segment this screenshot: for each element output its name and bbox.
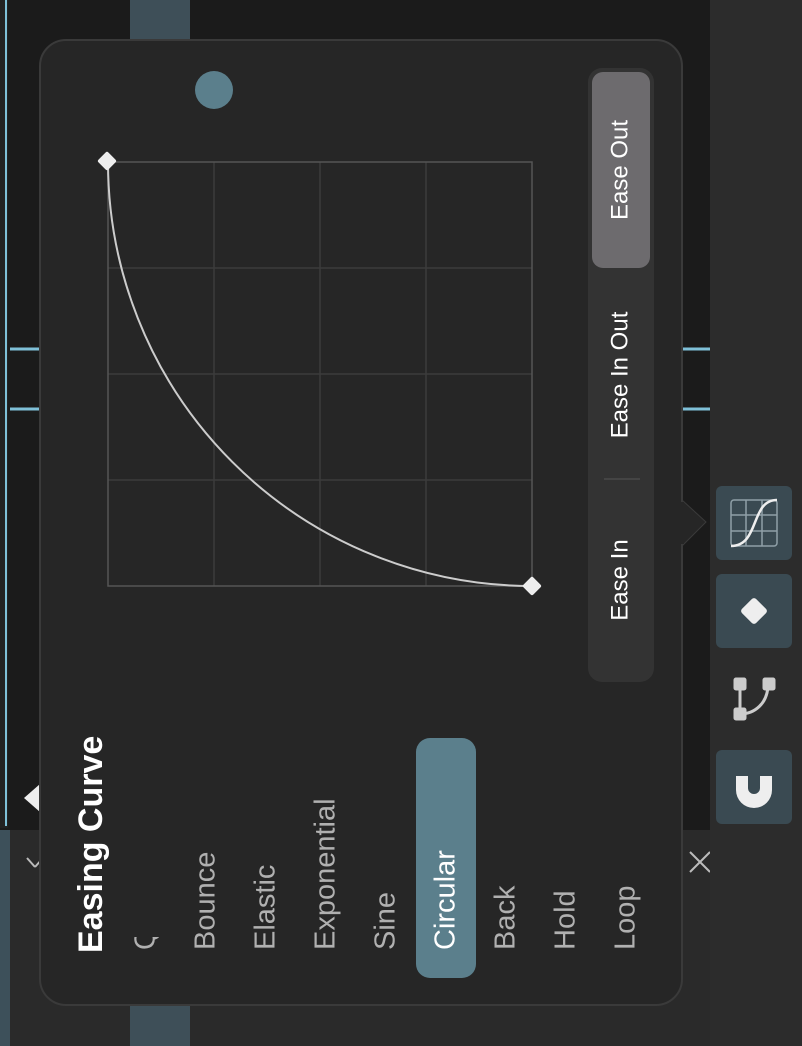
curve-type-option[interactable]: Loop: [610, 885, 642, 950]
keyframe-icon: [741, 598, 767, 624]
mode-option[interactable]: Ease In: [606, 539, 633, 620]
curve-type-option[interactable]: Sine: [370, 892, 402, 950]
curve-type-list: Quintic Bounce Elastic Exponential Sine Circu…: [130, 738, 642, 978]
popover: [39, 39, 683, 1006]
curve-type-selected[interactable]: [416, 738, 476, 978]
curve-frame: [107, 161, 533, 587]
magnet-icon: [736, 776, 772, 808]
curve-type-option[interactable]: Elastic: [250, 865, 282, 950]
curve-handle[interactable]: [522, 576, 542, 596]
track-strip: [130, 0, 190, 40]
mode-segments: Ease In Ease In Out Ease Out: [592, 72, 650, 621]
left-track: [0, 0, 8, 828]
mode-option[interactable]: Ease In Out: [606, 311, 633, 438]
track-strip: [130, 1000, 190, 1046]
curve-type-option[interactable]: Hold: [550, 890, 582, 950]
easing-curve: [107, 161, 533, 587]
mode-option[interactable]: Ease Out: [606, 120, 633, 220]
curve-type-option[interactable]: Bounce: [190, 852, 222, 950]
snap-tool[interactable]: [716, 750, 792, 824]
playhead: [24, 784, 40, 812]
curve-grid: [108, 162, 532, 586]
curve-type-option[interactable]: Circular: [430, 850, 462, 950]
curve-type-option[interactable]: Back: [490, 885, 522, 950]
preview-dot: [195, 71, 233, 109]
curve-type-option[interactable]: Quintic: [130, 860, 162, 950]
curve-handle[interactable]: [97, 151, 117, 171]
curve-icon: [730, 498, 778, 548]
arrow-join: [681, 502, 684, 544]
close-icon[interactable]: [689, 851, 711, 873]
mode-selected[interactable]: [592, 72, 650, 268]
bottom-bar-edge: [0, 830, 10, 1046]
popover-title: Easing Curve: [72, 736, 110, 953]
path-tool[interactable]: [733, 677, 776, 721]
curve-type-option[interactable]: Exponential: [310, 798, 342, 950]
